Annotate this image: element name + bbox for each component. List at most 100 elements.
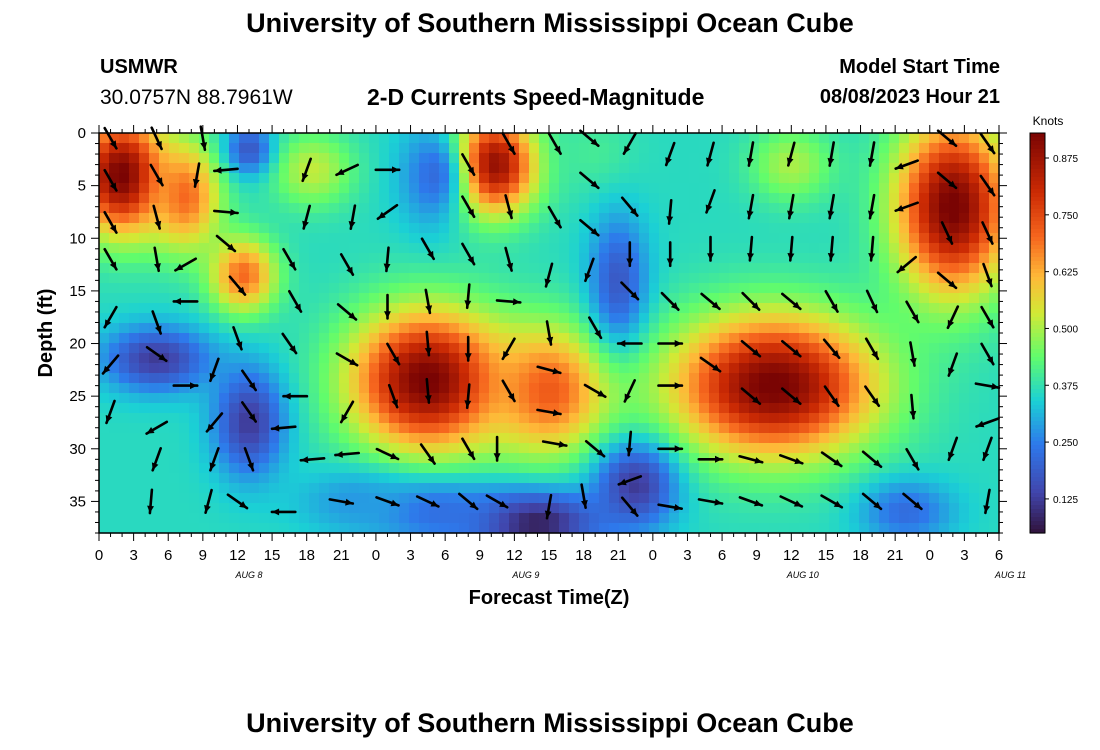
heatmap-cell — [599, 423, 610, 434]
heatmap-cell — [919, 293, 930, 304]
heatmap-cell — [949, 213, 960, 224]
heatmap-cell — [259, 493, 270, 504]
heatmap-cell — [319, 213, 330, 224]
current-vector — [215, 234, 237, 253]
current-vector — [936, 271, 958, 290]
heatmap-cell — [259, 483, 270, 494]
heatmap-cell — [419, 213, 430, 224]
heatmap-cell — [649, 413, 660, 424]
heatmap-cell — [539, 203, 550, 214]
heatmap-cell — [159, 433, 170, 444]
heatmap-cell — [879, 203, 890, 214]
heatmap-cell — [379, 383, 390, 394]
heatmap-cell — [649, 443, 660, 454]
heatmap-cell — [639, 353, 650, 364]
heatmap-cell — [399, 513, 410, 524]
heatmap-cell — [729, 393, 740, 404]
heatmap-cell — [409, 303, 420, 314]
heatmap-cell — [109, 333, 120, 344]
heatmap-cell — [989, 523, 1000, 534]
heatmap-cell — [289, 143, 300, 154]
heatmap-cell — [389, 323, 400, 334]
heatmap-cell — [739, 433, 750, 444]
heatmap-cell — [889, 133, 900, 144]
heatmap-cell — [909, 473, 920, 484]
x-tick-label: 9 — [753, 547, 761, 564]
heatmap-cell — [289, 223, 300, 234]
heatmap-cell — [559, 223, 570, 234]
heatmap-cell — [769, 313, 780, 324]
heatmap-cell — [889, 443, 900, 454]
heatmap-cell — [599, 143, 610, 154]
heatmap-cell — [309, 403, 320, 414]
heatmap-cell — [209, 353, 220, 364]
heatmap-cell — [569, 203, 580, 214]
heatmap-cell — [479, 153, 490, 164]
heatmap-cell — [619, 303, 630, 314]
heatmap-cell — [539, 403, 550, 414]
heatmap-cell — [399, 393, 410, 404]
heatmap-cell — [429, 223, 440, 234]
heatmap-cell — [919, 363, 930, 374]
heatmap-cell — [299, 413, 310, 424]
heatmap-cell — [349, 333, 360, 344]
heatmap-cell — [629, 203, 640, 214]
heatmap-cell — [499, 343, 510, 354]
heatmap-cell — [169, 343, 180, 354]
heatmap-cell — [259, 263, 270, 274]
heatmap-cell — [629, 233, 640, 244]
heatmap-cell — [269, 283, 280, 294]
heatmap-cell — [539, 333, 550, 344]
heatmap-cell — [269, 233, 280, 244]
heatmap-cell — [339, 453, 350, 464]
heatmap-cell — [239, 253, 250, 264]
heatmap-cell — [909, 403, 920, 414]
heatmap-cell — [289, 513, 300, 524]
x-tick-label: 15 — [541, 547, 558, 564]
footer-title: University of Southern Mississippi Ocean… — [246, 708, 854, 738]
heatmap-cell — [979, 423, 990, 434]
heatmap-cell — [729, 383, 740, 394]
heatmap-cell — [619, 433, 630, 444]
heatmap-cell — [819, 353, 830, 364]
heatmap-cell — [539, 313, 550, 324]
heatmap-cell — [569, 173, 580, 184]
heatmap-cell — [629, 483, 640, 494]
heatmap-cell — [319, 223, 330, 234]
heatmap-cell — [849, 313, 860, 324]
heatmap-cell — [709, 353, 720, 364]
heatmap-cell — [889, 213, 900, 224]
heatmap-cell — [359, 393, 370, 404]
heatmap-cell — [209, 403, 220, 414]
heatmap-cell — [149, 273, 160, 284]
heatmap-cell — [119, 223, 130, 234]
heatmap-cell — [919, 503, 930, 514]
heatmap-cell — [349, 153, 360, 164]
heatmap-cell — [139, 303, 150, 314]
heatmap-cell — [859, 293, 870, 304]
heatmap-cell — [129, 443, 140, 454]
heatmap-cell — [259, 213, 270, 224]
heatmap-cell — [569, 303, 580, 314]
heatmap-cell — [449, 293, 460, 304]
heatmap-cell — [679, 423, 690, 434]
heatmap-cell — [369, 403, 380, 414]
heatmap-cell — [959, 313, 970, 324]
heatmap-cell — [479, 443, 490, 454]
heatmap-cell — [729, 423, 740, 434]
heatmap-cell — [569, 453, 580, 464]
heatmap-cell — [679, 433, 690, 444]
heatmap-cell — [899, 153, 910, 164]
heatmap-cell — [369, 323, 380, 334]
heatmap-cell — [549, 253, 560, 264]
heatmap-cell — [679, 303, 690, 314]
heatmap-cell — [759, 483, 770, 494]
heatmap-cell — [319, 143, 330, 154]
heatmap-cell — [589, 213, 600, 224]
heatmap-cell — [409, 263, 420, 274]
heatmap-cell — [309, 273, 320, 284]
heatmap-cell — [939, 193, 950, 204]
heatmap-cell — [299, 313, 310, 324]
heatmap-cell — [899, 493, 910, 504]
heatmap-cell — [799, 403, 810, 414]
